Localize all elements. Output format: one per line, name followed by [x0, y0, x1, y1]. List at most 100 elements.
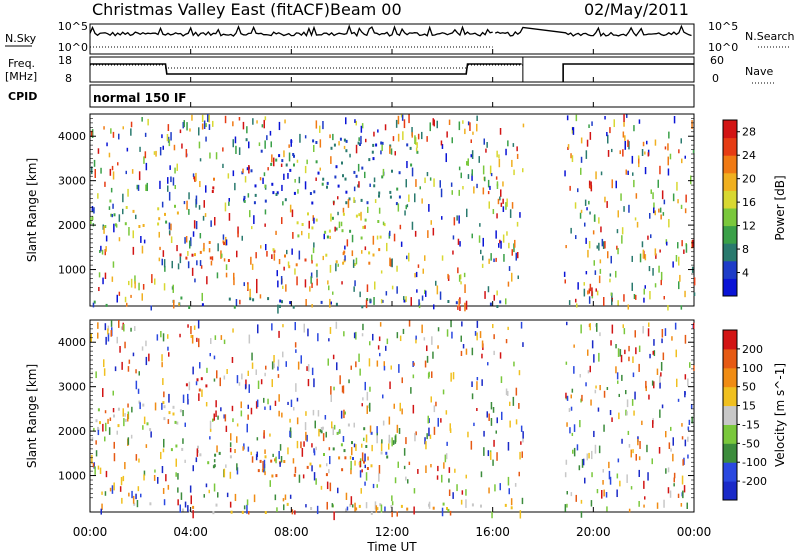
heatmap-cell — [460, 499, 463, 505]
heatmap-cell — [123, 324, 125, 332]
heatmap-cell — [353, 186, 356, 192]
heatmap-cell — [141, 117, 143, 122]
heatmap-cell — [277, 366, 279, 371]
heatmap-cell — [92, 302, 95, 308]
heatmap-cell — [180, 492, 183, 500]
heatmap-cell — [476, 123, 478, 132]
heatmap-cell — [222, 163, 224, 169]
heatmap-cell — [112, 261, 115, 268]
heatmap-cell — [326, 481, 329, 490]
heatmap-cell — [120, 326, 123, 330]
heatmap-cell — [496, 150, 498, 158]
heatmap-cell — [163, 417, 166, 421]
heatmap-cell — [130, 128, 132, 136]
heatmap-cell — [261, 469, 264, 473]
heatmap-cell — [361, 250, 363, 254]
heatmap-cell — [272, 453, 274, 457]
heatmap-cell — [315, 177, 317, 181]
heatmap-cell — [441, 216, 443, 220]
heatmap-cell — [346, 506, 349, 511]
colorbar-swatch — [723, 190, 737, 209]
heatmap-cell — [394, 477, 397, 484]
heatmap-cell — [126, 302, 128, 307]
heatmap-cell — [349, 229, 352, 233]
heatmap-cell — [267, 398, 269, 405]
heatmap-cell — [632, 172, 634, 176]
heatmap-cell — [585, 237, 587, 244]
heatmap-cell — [277, 359, 280, 367]
heatmap-cell — [183, 201, 186, 205]
heatmap-cell — [220, 250, 222, 259]
heatmap-cell — [354, 502, 356, 512]
heatmap-cell — [91, 166, 93, 175]
heatmap-cell — [513, 169, 515, 176]
heatmap-cell — [690, 404, 693, 409]
heatmap-cell — [617, 380, 619, 384]
heatmap-cell — [445, 153, 447, 163]
heatmap-cell — [611, 417, 613, 422]
heatmap-cell — [397, 203, 400, 212]
heatmap-cell — [670, 448, 672, 452]
heatmap-cell — [259, 177, 262, 181]
heatmap-cell — [289, 418, 291, 423]
heatmap-cell — [628, 508, 631, 513]
heatmap-cell — [632, 372, 635, 378]
heatmap-cell — [566, 321, 568, 326]
heatmap-cell — [499, 483, 501, 491]
heatmap-cell — [130, 294, 132, 298]
heatmap-cell — [102, 277, 104, 285]
heatmap-cell — [665, 239, 668, 245]
y-axis-label: Slant Range [km] — [25, 158, 39, 262]
heatmap-cell — [240, 401, 242, 409]
heatmap-cell — [163, 499, 166, 506]
heatmap-cell — [264, 199, 267, 203]
heatmap-cell — [144, 132, 147, 137]
heatmap-cell — [319, 429, 322, 433]
heatmap-cell — [278, 394, 280, 402]
heatmap-cell — [565, 361, 568, 365]
heatmap-cell — [203, 120, 206, 130]
heatmap-cell — [280, 456, 283, 463]
heatmap-cell — [374, 199, 377, 204]
heatmap-cell — [481, 353, 483, 359]
nsky-series-after-gap — [494, 24, 692, 38]
heatmap-cell — [247, 284, 249, 290]
heatmap-cell — [154, 278, 156, 285]
heatmap-cell — [248, 141, 250, 149]
heatmap-cell — [570, 492, 573, 497]
heatmap-cell — [114, 366, 117, 372]
heatmap-cell — [363, 437, 365, 442]
heatmap-cell — [232, 139, 234, 148]
heatmap-cell — [619, 480, 621, 487]
heatmap-cell — [311, 260, 313, 264]
heatmap-cell — [496, 213, 498, 219]
heatmap-cell — [377, 220, 380, 223]
heatmap-cell — [326, 463, 328, 467]
heatmap-cell — [358, 353, 360, 362]
heatmap-cell — [667, 305, 669, 311]
heatmap-cell — [343, 331, 345, 337]
heatmap-cell — [476, 408, 478, 412]
heatmap-cell — [337, 263, 339, 267]
heatmap-cell — [159, 147, 162, 156]
heatmap-cell — [615, 344, 617, 349]
heatmap-cell — [198, 338, 200, 348]
heatmap-cell — [681, 436, 684, 440]
heatmap-cell — [664, 328, 667, 336]
heatmap-cell — [372, 157, 375, 161]
heatmap-cell — [296, 417, 299, 425]
heatmap-cell — [354, 119, 356, 123]
heatmap-cell — [416, 150, 419, 154]
heatmap-cell — [282, 324, 284, 328]
heatmap-cell — [470, 139, 472, 144]
heatmap-cell — [602, 469, 604, 473]
heatmap-cell — [450, 372, 452, 382]
time-axis-label: Time UT — [366, 540, 417, 554]
heatmap-cell — [391, 285, 394, 290]
heatmap-cell — [132, 209, 135, 213]
heatmap-cell — [251, 263, 254, 270]
heatmap-cell — [168, 139, 171, 147]
heatmap-cell — [205, 123, 207, 128]
heatmap-cell — [390, 259, 392, 267]
